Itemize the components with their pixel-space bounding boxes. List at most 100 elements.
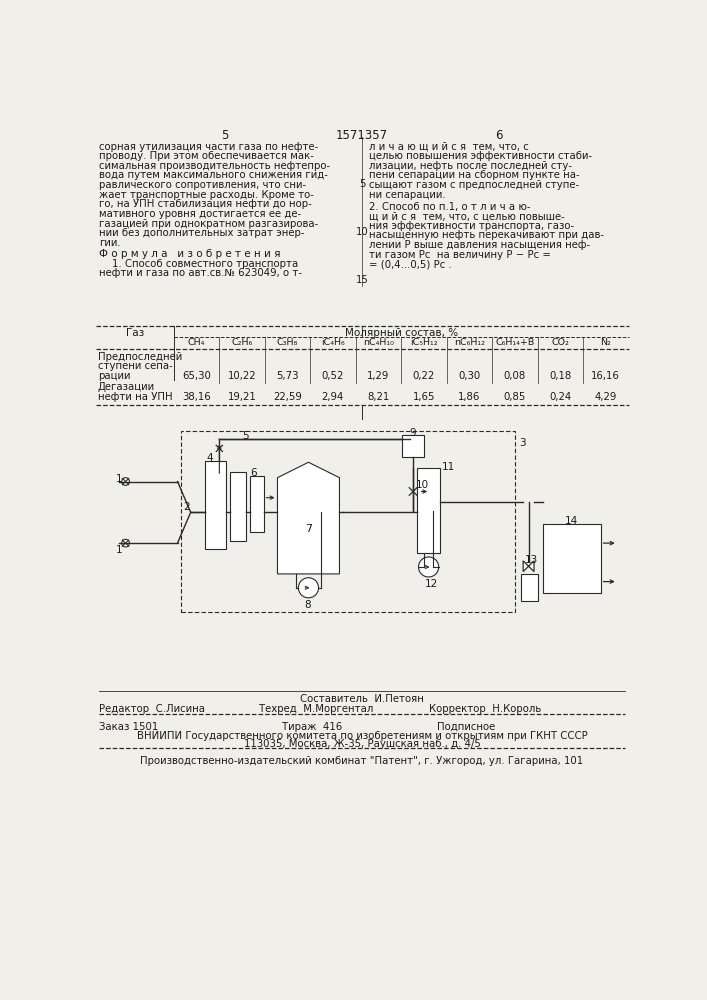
Text: 6: 6 xyxy=(250,468,257,478)
Text: сыщают газом с предпоследней ступе-: сыщают газом с предпоследней ступе- xyxy=(369,180,579,190)
Text: Молярный состав, %: Молярный состав, % xyxy=(344,328,457,338)
Bar xyxy=(521,574,538,601)
Text: 0,24: 0,24 xyxy=(549,392,571,402)
Text: 5,73: 5,73 xyxy=(276,371,298,381)
Text: 10,22: 10,22 xyxy=(228,371,256,381)
Text: 1,65: 1,65 xyxy=(413,392,435,402)
Text: Редактор  С.Лисина: Редактор С.Лисина xyxy=(99,704,205,714)
Text: 113035, Москва, Ж-35, Раушская наб., д. 4/5: 113035, Москва, Ж-35, Раушская наб., д. … xyxy=(243,739,480,749)
Text: Ф о р м у л а   и з о б р е т е н и я: Ф о р м у л а и з о б р е т е н и я xyxy=(99,249,281,259)
Text: nC₄H₁₀: nC₄H₁₀ xyxy=(363,338,394,347)
Text: Составитель  И.Петоян: Составитель И.Петоян xyxy=(300,694,424,704)
Text: пени сепарации на сборном пункте на-: пени сепарации на сборном пункте на- xyxy=(369,170,580,180)
Text: проводу. При этом обеспечивается мак-: проводу. При этом обеспечивается мак- xyxy=(99,151,314,161)
Text: 0,30: 0,30 xyxy=(458,371,481,381)
Text: 2: 2 xyxy=(183,502,189,512)
Text: ступени сепа-: ступени сепа- xyxy=(98,361,173,371)
Text: 2. Способ по п.1, о т л и ч а ю-: 2. Способ по п.1, о т л и ч а ю- xyxy=(369,202,530,212)
Circle shape xyxy=(298,578,319,598)
Text: 7: 7 xyxy=(305,524,312,534)
Text: рации: рации xyxy=(98,371,130,381)
Text: 0,22: 0,22 xyxy=(413,371,435,381)
Text: жает транспортные расходы. Кроме то-: жает транспортные расходы. Кроме то- xyxy=(99,190,314,200)
Bar xyxy=(230,472,246,541)
Text: 65,30: 65,30 xyxy=(182,371,211,381)
Text: ния эффективности транспорта, газо-: ния эффективности транспорта, газо- xyxy=(369,221,574,231)
Text: 0,08: 0,08 xyxy=(503,371,526,381)
Text: 12: 12 xyxy=(425,579,438,589)
Text: равлического сопротивления, что сни-: равлического сопротивления, что сни- xyxy=(99,180,306,190)
Text: 14: 14 xyxy=(565,516,578,526)
Polygon shape xyxy=(523,561,534,572)
Text: 19,21: 19,21 xyxy=(228,392,256,402)
Text: C₆H₁₄+B: C₆H₁₄+B xyxy=(495,338,534,347)
Text: C₃H₈: C₃H₈ xyxy=(276,338,298,347)
Text: нефти на УПН: нефти на УПН xyxy=(98,392,173,402)
Text: Корректор  Н.Король: Корректор Н.Король xyxy=(429,704,542,714)
Text: Тираж  416: Тираж 416 xyxy=(282,722,342,732)
Text: симальная производительность нефтепро-: симальная производительность нефтепро- xyxy=(99,161,330,171)
Text: 9: 9 xyxy=(410,428,416,438)
Circle shape xyxy=(122,478,129,485)
Text: Техред  М.Моргентал: Техред М.Моргентал xyxy=(259,704,373,714)
Text: л и ч а ю щ и й с я  тем, что, с: л и ч а ю щ и й с я тем, что, с xyxy=(369,142,529,152)
Bar xyxy=(204,461,226,549)
Circle shape xyxy=(419,557,438,577)
Text: 4: 4 xyxy=(206,453,213,463)
Text: 1. Способ совместного транспорта: 1. Способ совместного транспорта xyxy=(99,259,298,269)
Text: C₂H₆: C₂H₆ xyxy=(231,338,252,347)
Text: 38,16: 38,16 xyxy=(182,392,211,402)
Text: Заказ 1501: Заказ 1501 xyxy=(99,722,158,732)
Text: nC₆H₁₂: nC₆H₁₂ xyxy=(454,338,485,347)
Text: Предпоследней: Предпоследней xyxy=(98,352,182,362)
Text: вода путем максимального снижения гид-: вода путем максимального снижения гид- xyxy=(99,170,328,180)
Text: насыщенную нефть перекачивают при дав-: насыщенную нефть перекачивают при дав- xyxy=(369,230,604,240)
Text: ти газом Pc  на величину P − Pc =: ти газом Pc на величину P − Pc = xyxy=(369,250,551,260)
Text: 16,16: 16,16 xyxy=(591,371,620,381)
Text: iC₄H₆: iC₄H₆ xyxy=(321,338,345,347)
Text: 8,21: 8,21 xyxy=(367,392,390,402)
Text: CO₂: CO₂ xyxy=(551,338,569,347)
Text: 5: 5 xyxy=(358,179,366,189)
Text: 1571357: 1571357 xyxy=(336,129,388,142)
Text: мативного уровня достигается ее де-: мативного уровня достигается ее де- xyxy=(99,209,301,219)
Text: 1: 1 xyxy=(115,545,122,555)
Text: лении P выше давления насыщения неф-: лении P выше давления насыщения неф- xyxy=(369,240,590,250)
Text: 10: 10 xyxy=(416,480,428,490)
Bar xyxy=(542,524,601,593)
Text: 2,94: 2,94 xyxy=(322,392,344,402)
Bar xyxy=(182,431,515,612)
Text: 22,59: 22,59 xyxy=(273,392,302,402)
Circle shape xyxy=(122,539,129,547)
Text: 5: 5 xyxy=(221,129,228,142)
Text: N₂: N₂ xyxy=(600,338,612,347)
Bar xyxy=(417,468,440,553)
Text: 4,29: 4,29 xyxy=(595,392,617,402)
Text: 8: 8 xyxy=(305,600,311,610)
Text: го, на УПН стабилизация нефти до нор-: го, на УПН стабилизация нефти до нор- xyxy=(99,199,312,209)
Bar xyxy=(250,476,264,532)
Text: ни сепарации.: ни сепарации. xyxy=(369,190,445,200)
Text: Газ: Газ xyxy=(126,328,144,338)
Text: Подписное: Подписное xyxy=(437,722,496,732)
Text: щ и й с я  тем, что, с целью повыше-: щ и й с я тем, что, с целью повыше- xyxy=(369,211,565,221)
Text: ВНИИПИ Государственного комитета по изобретениям и открытиям при ГКНТ СССР: ВНИИПИ Государственного комитета по изоб… xyxy=(136,731,588,741)
Text: 1: 1 xyxy=(115,474,122,484)
Text: 0,85: 0,85 xyxy=(503,392,526,402)
Text: нефти и газа по авт.св.№ 623049, о т-: нефти и газа по авт.св.№ 623049, о т- xyxy=(99,268,302,278)
Text: Производственно-издательский комбинат "Патент", г. Ужгород, ул. Гагарина, 101: Производственно-издательский комбинат "П… xyxy=(141,756,583,766)
Text: 1,29: 1,29 xyxy=(367,371,390,381)
Text: сорная утилизация части газа по нефте-: сорная утилизация части газа по нефте- xyxy=(99,142,318,152)
Text: лизации, нефть после последней сту-: лизации, нефть после последней сту- xyxy=(369,161,572,171)
Text: 15: 15 xyxy=(356,275,368,285)
Text: iC₅H₁₂: iC₅H₁₂ xyxy=(410,338,438,347)
Text: = (0,4...0,5) Pc .: = (0,4...0,5) Pc . xyxy=(369,259,452,269)
Text: 3: 3 xyxy=(519,438,526,448)
Text: газацией при однократном разгазирова-: газацией при однократном разгазирова- xyxy=(99,219,318,229)
Text: 11: 11 xyxy=(442,462,455,472)
Text: 0,18: 0,18 xyxy=(549,371,571,381)
Text: 13: 13 xyxy=(525,555,538,565)
Text: 10: 10 xyxy=(356,227,368,237)
Text: CH₄: CH₄ xyxy=(187,338,205,347)
Text: Дегазации: Дегазации xyxy=(98,382,155,392)
